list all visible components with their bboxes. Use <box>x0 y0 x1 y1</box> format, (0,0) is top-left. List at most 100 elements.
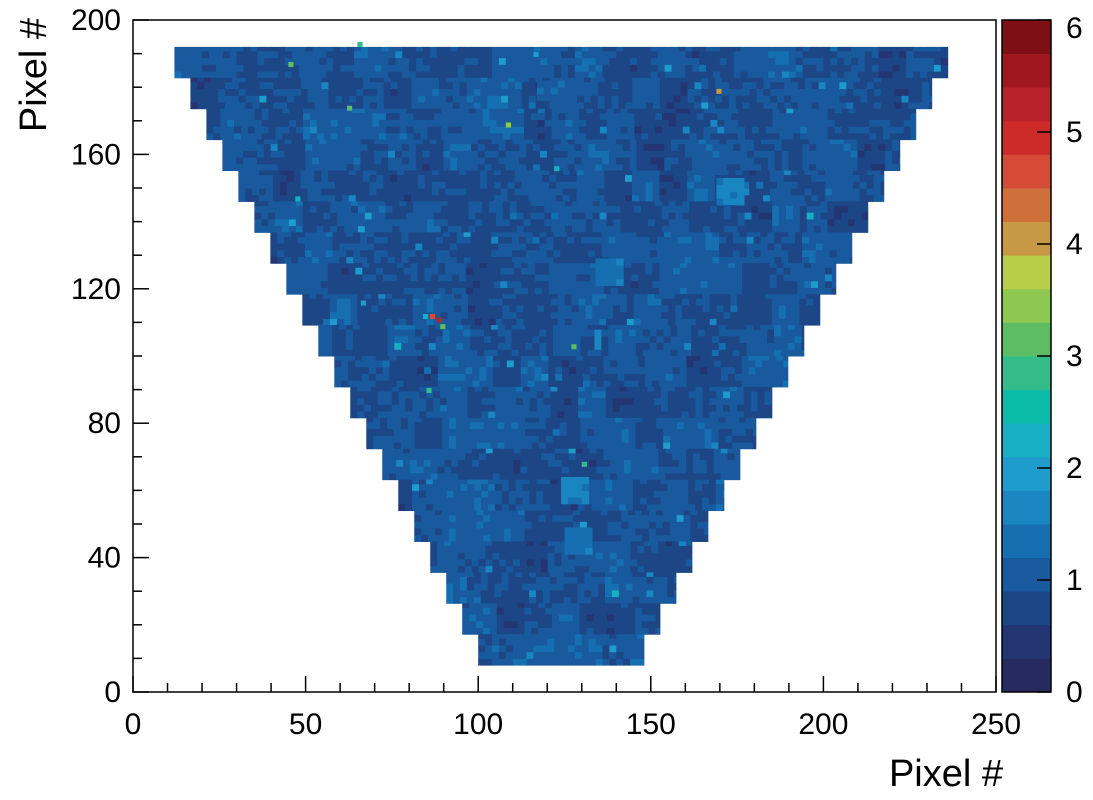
heatmap-cell <box>381 64 389 72</box>
heatmap-cell <box>448 132 456 141</box>
heatmap-cell <box>526 57 534 65</box>
heatmap-cell <box>679 380 687 388</box>
heatmap-cell <box>761 57 769 65</box>
heatmap-cell <box>666 194 674 202</box>
heatmap-cell <box>864 139 872 145</box>
heatmap-cell <box>551 132 559 141</box>
heatmap-cell <box>773 342 782 350</box>
heatmap-cell <box>885 150 893 158</box>
heatmap-cell <box>367 139 375 145</box>
heatmap-cell <box>857 71 866 79</box>
heatmap-cell <box>505 150 513 158</box>
heatmap-cell <box>452 170 460 176</box>
heatmap-cell <box>852 188 861 196</box>
heatmap-cell <box>634 112 642 120</box>
heatmap-cell <box>734 366 743 374</box>
heatmap-cell <box>336 318 345 326</box>
heatmap-cell <box>335 181 343 189</box>
heatmap-cell <box>480 95 488 103</box>
heatmap-cell <box>528 181 536 189</box>
heatmap-cell <box>652 280 660 288</box>
heatmap-cell <box>535 194 543 202</box>
heatmap-cell <box>305 157 313 165</box>
heatmap-cell <box>569 360 577 368</box>
heatmap-cell <box>502 311 510 319</box>
heatmap-cell <box>496 205 504 213</box>
heatmap-cell <box>560 157 569 165</box>
heatmap-cell <box>602 157 610 165</box>
heatmap-cell <box>414 342 423 350</box>
heatmap-cell <box>348 174 357 182</box>
heatmap-cell <box>578 205 587 213</box>
heatmap-cell <box>732 349 740 357</box>
heatmap-cell <box>293 101 302 110</box>
heatmap-cell <box>739 335 747 344</box>
heatmap-cell <box>682 201 690 206</box>
heatmap-cell <box>357 225 366 233</box>
heatmap-cell <box>618 81 626 90</box>
heatmap-cell <box>595 50 603 59</box>
heatmap-cell <box>349 101 357 110</box>
heatmap-cell <box>558 126 566 134</box>
heatmap-cell <box>672 280 681 288</box>
heatmap-cell <box>732 325 740 330</box>
heatmap-cell <box>636 236 644 244</box>
heatmap-cell <box>526 157 534 165</box>
heatmap-cell <box>694 95 702 103</box>
heatmap-cell <box>486 287 494 295</box>
heatmap-cell <box>661 294 669 299</box>
heatmap-cell <box>585 304 593 313</box>
heatmap-cell <box>376 101 385 110</box>
heatmap-cell <box>478 57 486 65</box>
heatmap-cell <box>671 139 679 145</box>
heatmap-cell <box>547 46 555 52</box>
heatmap-cell <box>202 57 210 65</box>
heatmap-cell <box>449 342 457 350</box>
heatmap-cell <box>804 194 812 202</box>
heatmap-cell <box>213 112 221 120</box>
heatmap-cell <box>261 212 269 220</box>
heatmap-cell <box>358 132 366 141</box>
heatmap-cell <box>731 132 739 141</box>
heatmap-cell <box>389 274 398 282</box>
heatmap-cell <box>482 108 490 114</box>
heatmap-cell <box>728 88 737 96</box>
heatmap-cell <box>387 236 396 244</box>
heatmap-cell <box>362 174 371 182</box>
heatmap-cell <box>512 50 521 59</box>
heatmap-cell <box>494 77 502 83</box>
heatmap-cell <box>325 163 334 172</box>
heatmap-cell <box>529 411 538 419</box>
heatmap-cell <box>376 77 385 83</box>
heatmap-cell <box>429 243 437 251</box>
heatmap-cell <box>325 249 333 258</box>
heatmap-cell <box>363 77 371 83</box>
heatmap-cell <box>615 150 624 158</box>
heatmap-cell <box>433 294 441 299</box>
heatmap-cell <box>383 77 392 83</box>
heatmap-cell <box>394 157 403 165</box>
heatmap-cell <box>636 163 645 172</box>
heatmap-cell <box>332 236 340 244</box>
heatmap-cell <box>725 335 734 344</box>
heatmap-cell <box>353 232 361 237</box>
heatmap-cell <box>190 95 198 103</box>
heatmap-cell <box>298 50 307 59</box>
heatmap-cell <box>291 71 300 79</box>
heatmap-cell <box>654 298 662 306</box>
heatmap-cell <box>594 243 603 251</box>
heatmap-cell <box>523 108 532 114</box>
heatmap-cell <box>692 50 700 59</box>
heatmap-cell <box>366 325 375 330</box>
heatmap-cell <box>777 77 785 83</box>
heatmap-cell <box>686 274 695 282</box>
heatmap-cell <box>841 126 849 134</box>
heatmap-cell <box>680 101 688 110</box>
heatmap-cell <box>832 88 840 96</box>
heatmap-cell <box>381 71 389 79</box>
heatmap-cell <box>390 95 399 103</box>
heatmap-cell <box>525 232 534 237</box>
heatmap-cell <box>746 232 755 237</box>
heatmap-cell <box>339 325 347 330</box>
heatmap-cell <box>433 411 441 419</box>
